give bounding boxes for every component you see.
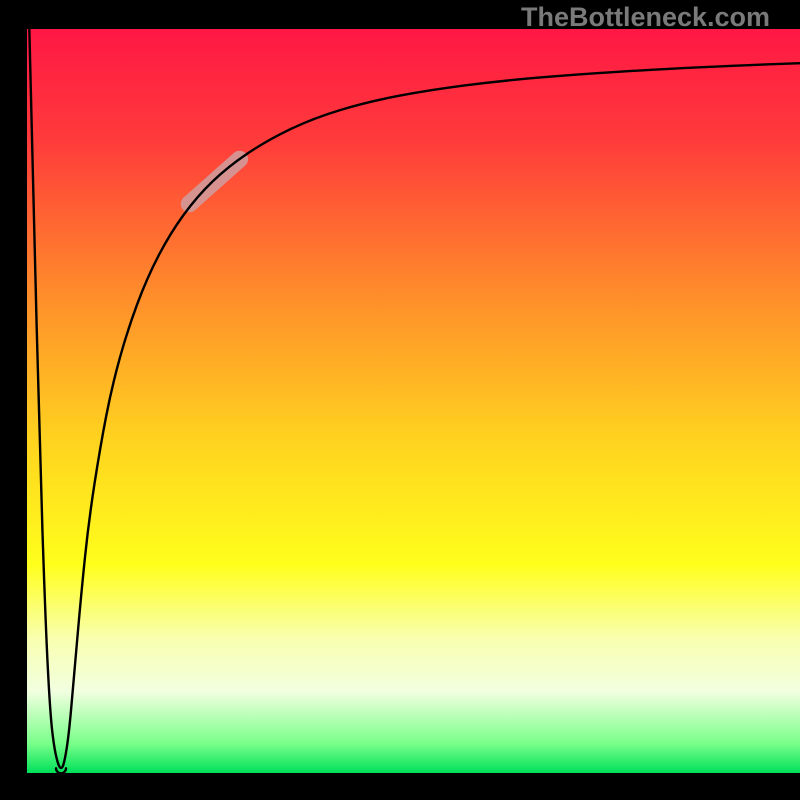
chart-svg: [0, 0, 800, 800]
watermark-text: TheBottleneck.com: [521, 2, 770, 33]
gradient-background: [27, 29, 800, 773]
chart-container: TheBottleneck.com: [0, 0, 800, 800]
